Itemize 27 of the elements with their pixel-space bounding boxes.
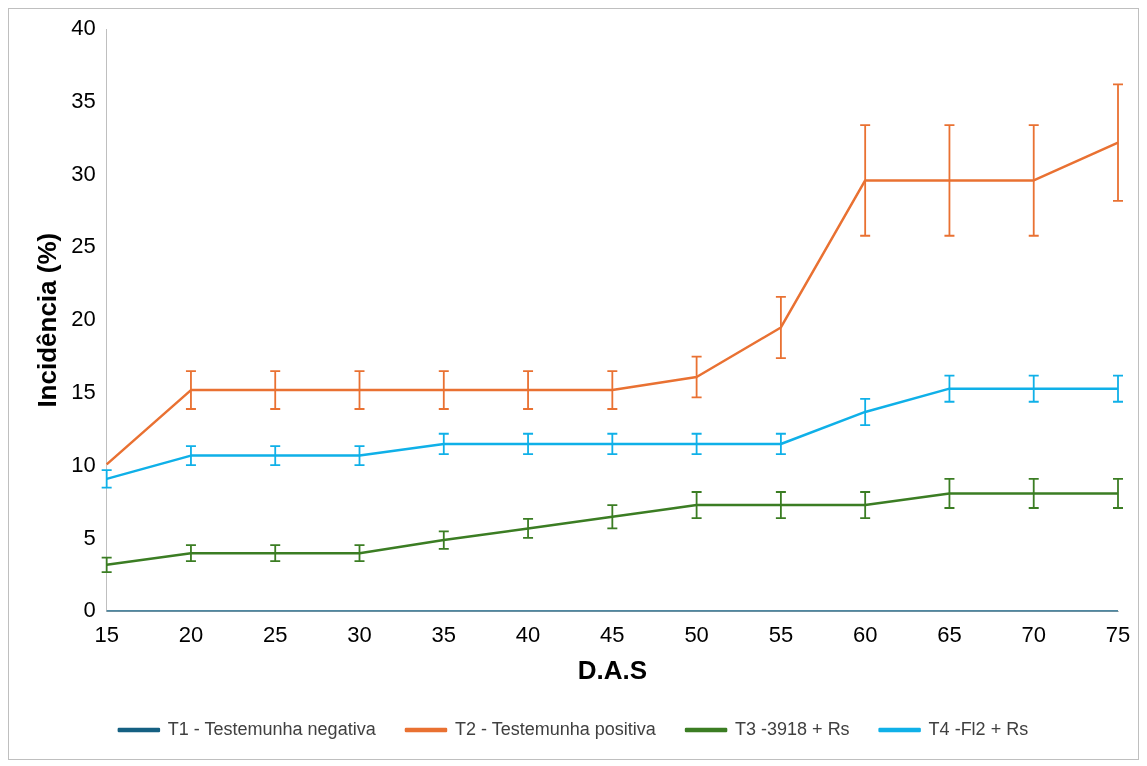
x-tick-label: 35 [431,621,457,647]
y-tick-label: 10 [71,451,96,477]
legend-label: T3 -3918 + Rs [735,718,850,739]
y-tick-label: 30 [71,160,96,186]
y-axis-title: Incidência (%) [31,232,62,408]
y-tick-label: 35 [71,87,96,113]
x-tick-label: 65 [937,621,962,647]
legend-label: T4 -Fl2 + Rs [928,718,1029,739]
x-tick-label: 25 [262,621,288,647]
y-tick-label: 15 [71,379,96,405]
x-tick-label: 30 [347,621,372,647]
x-axis-title: D.A.S [577,654,648,685]
x-tick-label: 45 [600,621,625,647]
y-tick-label: 0 [83,597,96,623]
legend-label: T1 - Testemunha negativa [167,718,377,739]
y-tick-label: 20 [71,306,96,332]
x-tick-label: 50 [684,621,709,647]
x-tick-label: 55 [768,621,794,647]
x-tick-label: 70 [1021,621,1046,647]
x-tick-label: 60 [852,621,878,647]
x-tick-label: 75 [1105,621,1131,647]
x-tick-label: 20 [178,621,204,647]
y-tick-label: 40 [71,15,96,41]
legend-label: T2 - Testemunha positiva [454,718,657,739]
y-tick-label: 25 [71,233,96,259]
y-tick-label: 5 [83,524,96,550]
x-tick-label: 40 [515,621,541,647]
